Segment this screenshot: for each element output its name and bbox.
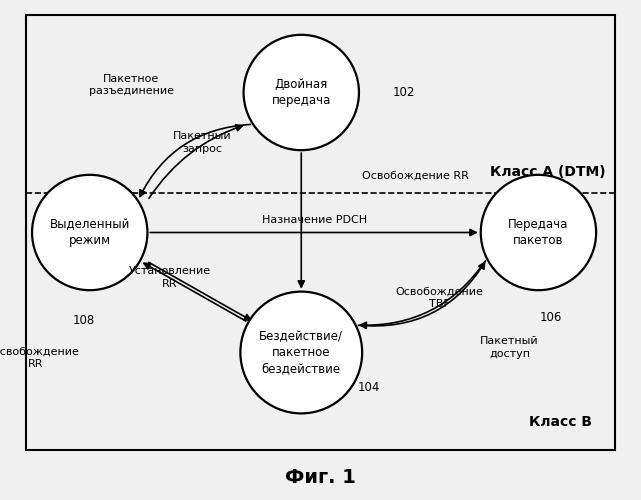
Text: Передача
пакетов: Передача пакетов [508, 218, 569, 247]
Text: Пакетный
доступ: Пакетный доступ [480, 336, 539, 358]
Text: Пакетный
запрос: Пакетный запрос [172, 132, 231, 154]
Ellipse shape [481, 175, 596, 290]
Ellipse shape [240, 292, 362, 414]
Text: 104: 104 [358, 381, 379, 394]
Text: 102: 102 [393, 86, 415, 99]
Text: Освобождение
TBF: Освобождение TBF [395, 286, 483, 308]
Text: Класс B: Класс B [529, 416, 592, 430]
Text: Класс A (DTM): Класс A (DTM) [490, 166, 606, 179]
Text: Освобождение
RR: Освобождение RR [0, 346, 79, 368]
Text: 106: 106 [540, 311, 562, 324]
Text: Назначение PDCH: Назначение PDCH [262, 215, 367, 225]
Text: Освобождение RR: Освобождение RR [362, 171, 469, 181]
Text: Установление
RR: Установление RR [129, 266, 211, 288]
Text: Выделенный
режим: Выделенный режим [49, 218, 130, 247]
Text: Фиг. 1: Фиг. 1 [285, 468, 356, 487]
Ellipse shape [32, 175, 147, 290]
Text: Двойная
передача: Двойная передача [272, 78, 331, 107]
Ellipse shape [244, 35, 359, 150]
Text: Бездействие/
пакетное
бездействие: Бездействие/ пакетное бездействие [259, 330, 344, 375]
Text: 108: 108 [72, 314, 94, 326]
Text: Пакетное
разъединение: Пакетное разъединение [89, 74, 174, 96]
